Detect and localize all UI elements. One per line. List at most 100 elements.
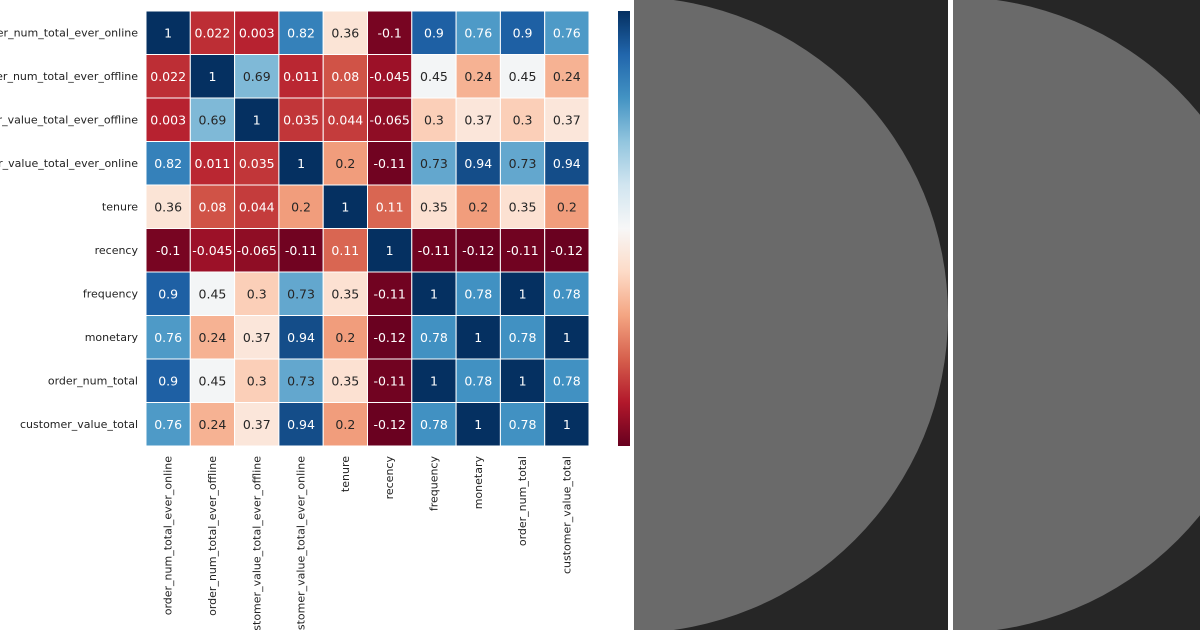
heatmap-cell-value: 0.45 bbox=[509, 69, 537, 84]
heatmap-cell bbox=[411, 54, 457, 99]
heatmap-cell-value: 0.08 bbox=[331, 69, 359, 84]
heatmap-cell bbox=[411, 141, 457, 186]
heatmap-cell bbox=[367, 141, 413, 186]
heatmap-cell bbox=[234, 315, 280, 360]
heatmap-cell-value: 0.11 bbox=[376, 199, 404, 214]
heatmap-cell-value: 0.9 bbox=[158, 286, 178, 301]
heatmap-cell-value: -0.12 bbox=[462, 243, 494, 258]
heatmap-cell bbox=[455, 358, 501, 403]
heatmap-cell-value: 0.35 bbox=[509, 199, 537, 214]
heatmap-cell bbox=[367, 54, 413, 99]
heatmap-cell-value: -0.12 bbox=[373, 417, 405, 432]
heatmap-cell bbox=[499, 402, 546, 447]
heatmap-cell bbox=[544, 358, 590, 403]
heatmap-cell bbox=[189, 184, 236, 229]
heatmap-cell bbox=[455, 271, 501, 316]
heatmap-cell-value: 0.035 bbox=[239, 156, 275, 171]
heatmap-cell bbox=[278, 358, 324, 403]
heatmap-cell-value: -0.11 bbox=[373, 156, 405, 171]
column-tick-label: customer_value_total bbox=[560, 456, 573, 574]
heatmap-cell-value: 0.78 bbox=[464, 373, 492, 388]
heatmap-cell bbox=[455, 54, 501, 99]
heatmap-cell-value: 0.73 bbox=[287, 286, 315, 301]
heatmap-cell-value: 1 bbox=[474, 417, 482, 432]
heatmap-cell-value: 0.45 bbox=[420, 69, 448, 84]
heatmap-cell bbox=[367, 228, 413, 273]
heatmap-cell-value: 0.78 bbox=[553, 373, 581, 388]
heatmap-cell-value: 0.45 bbox=[199, 373, 227, 388]
heatmap-cell-value: 1 bbox=[164, 25, 172, 40]
heatmap-cell bbox=[189, 54, 236, 99]
heatmap-cell bbox=[544, 54, 590, 99]
heatmap-cell bbox=[189, 97, 236, 142]
heatmap-cell bbox=[322, 358, 369, 403]
heatmap-cell-value: 0.035 bbox=[283, 112, 319, 127]
heatmap-cell bbox=[544, 141, 590, 186]
heatmap-cell bbox=[411, 402, 457, 447]
heatmap-cell bbox=[544, 97, 590, 142]
heatmap-cell-value: -0.12 bbox=[373, 330, 405, 345]
heatmap-cell-value: 0.73 bbox=[287, 373, 315, 388]
heatmap-cell bbox=[544, 10, 590, 55]
heatmap-cell-value: 0.24 bbox=[199, 417, 227, 432]
column-tick-label: monetary bbox=[472, 456, 485, 510]
column-tick-label: frequency bbox=[427, 456, 440, 512]
heatmap-cell bbox=[145, 141, 191, 186]
heatmap-cell bbox=[189, 10, 236, 55]
heatmap-cell bbox=[411, 97, 457, 142]
heatmap-cell-value: 0.94 bbox=[464, 156, 492, 171]
heatmap-cell bbox=[455, 402, 501, 447]
heatmap-cell-value: 0.003 bbox=[150, 112, 186, 127]
column-tick-label: order_num_total_ever_offline bbox=[206, 456, 219, 616]
heatmap-cells bbox=[145, 10, 590, 447]
correlation-heatmap: 1 0.022 0.003 0.82 0.36 -0.1 0.9 0.76 0.9 0.76 0.0… bbox=[0, 10, 630, 630]
heatmap-cell bbox=[455, 10, 501, 55]
heatmap-cell-value: 0.82 bbox=[154, 156, 182, 171]
row-tick-label: recency bbox=[95, 244, 139, 257]
heatmap-cell bbox=[278, 402, 324, 447]
heatmap-cell-value: 0.78 bbox=[420, 330, 448, 345]
heatmap-cell-value: 0.35 bbox=[331, 373, 359, 388]
row-tick-label: tenure bbox=[102, 200, 138, 213]
heatmap-cell bbox=[145, 358, 191, 403]
heatmap-cell-value: -0.065 bbox=[370, 112, 410, 127]
heatmap-cell-value: 1 bbox=[563, 330, 571, 345]
heatmap-cell bbox=[367, 184, 413, 229]
heatmap-cell-value: 0.35 bbox=[331, 286, 359, 301]
heatmap-row-labels: order_num_total_ever_online order_num_tot… bbox=[0, 26, 138, 431]
heatmap-cell bbox=[455, 315, 501, 360]
row-tick-label: order_num_total bbox=[48, 374, 138, 387]
heatmap-cell bbox=[322, 184, 369, 229]
heatmap-cell-value: 0.37 bbox=[553, 112, 581, 127]
heatmap-cell-value: -0.11 bbox=[373, 373, 405, 388]
heatmap-cell bbox=[499, 54, 546, 99]
heatmap-cell-value: 0.78 bbox=[464, 286, 492, 301]
row-tick-label: order_num_total_ever_online bbox=[0, 26, 138, 39]
heatmap-cell-value: 1 bbox=[430, 286, 438, 301]
heatmap-cell-value: 0.11 bbox=[331, 243, 359, 258]
column-tick-label: customer_value_total_ever_offline bbox=[250, 456, 263, 630]
heatmap-cell-value: 1 bbox=[474, 330, 482, 345]
heatmap-cell-value: -0.11 bbox=[418, 243, 450, 258]
panel-divider bbox=[948, 0, 953, 630]
heatmap-cell-value: 0.37 bbox=[243, 417, 271, 432]
heatmap-cell bbox=[145, 10, 191, 55]
heatmap-cell-value: 0.73 bbox=[420, 156, 448, 171]
heatmap-cell-value: 1 bbox=[386, 243, 394, 258]
heatmap-cell-value: 1 bbox=[208, 69, 216, 84]
heatmap-cell-value: 0.76 bbox=[464, 25, 492, 40]
row-tick-label: customer_value_total_ever_offline bbox=[0, 113, 138, 126]
heatmap-cell-value: 1 bbox=[519, 373, 527, 388]
heatmap-cell-value: 0.022 bbox=[150, 69, 186, 84]
semicircle-shape-left bbox=[634, 0, 948, 630]
heatmap-cell bbox=[367, 315, 413, 360]
heatmap-cell bbox=[322, 315, 369, 360]
heatmap-cell-value: -0.12 bbox=[551, 243, 583, 258]
column-tick-label: order_num_total bbox=[516, 456, 529, 546]
heatmap-cell-value: 0.3 bbox=[247, 286, 267, 301]
heatmap-cell-value: 0.69 bbox=[199, 112, 227, 127]
heatmap-cell-value: -0.045 bbox=[370, 69, 410, 84]
heatmap-cell-value: -0.1 bbox=[377, 25, 401, 40]
heatmap-cell bbox=[234, 358, 280, 403]
